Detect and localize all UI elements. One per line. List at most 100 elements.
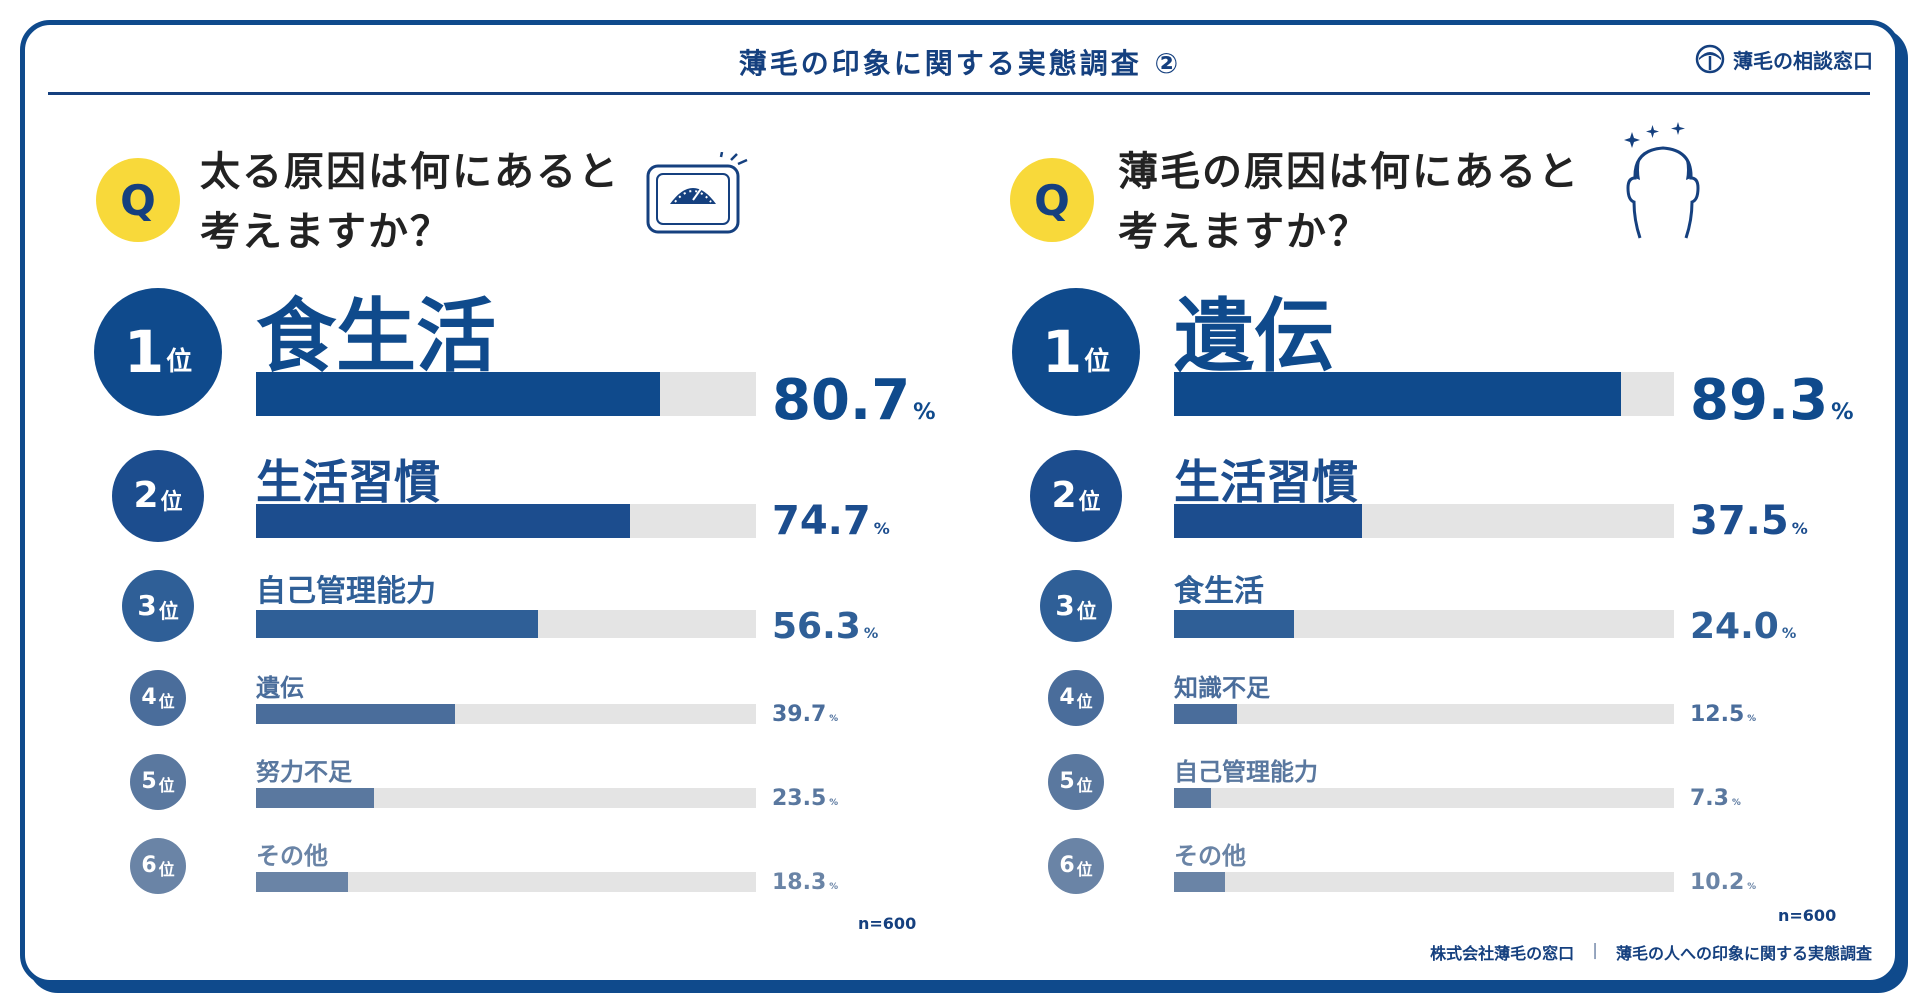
value-label: 24.0% xyxy=(1690,606,1796,647)
question-line-2: 考えますか？ xyxy=(1118,209,1370,255)
value-unit: % xyxy=(829,798,839,808)
category-label: 遺伝 xyxy=(1174,290,1334,383)
bar xyxy=(1174,610,1294,638)
bar-track xyxy=(1174,372,1674,416)
value-number: 74.7 xyxy=(772,498,871,544)
value-label: 80.7% xyxy=(772,368,936,433)
rank-suffix: 位 xyxy=(158,599,179,623)
value-label: 7.3% xyxy=(1690,786,1741,811)
question-text: 太る原因は何にあると 考えますか？ xyxy=(200,142,620,262)
rank-suffix: 位 xyxy=(1076,776,1093,795)
bar xyxy=(256,704,455,724)
category-label: 自己管理能力 xyxy=(256,574,436,609)
value-label: 10.2% xyxy=(1690,870,1756,895)
value-unit: % xyxy=(1747,882,1757,892)
bar-track xyxy=(1174,872,1674,892)
card-frame xyxy=(20,20,1900,985)
value-number: 39.7 xyxy=(772,702,827,727)
value-unit: % xyxy=(913,399,936,425)
rank-number: 4 xyxy=(141,685,157,710)
bar-track xyxy=(256,504,756,538)
rank-number: 4 xyxy=(1059,685,1075,710)
rank-number: 2 xyxy=(133,475,159,516)
rank-number: 3 xyxy=(1055,589,1075,622)
rank-number: 6 xyxy=(1059,853,1075,878)
value-unit: % xyxy=(1791,519,1808,538)
rank-suffix: 位 xyxy=(1076,599,1097,623)
category-label: 食生活 xyxy=(1174,574,1264,609)
bar-track xyxy=(1174,504,1674,538)
bar-track xyxy=(256,610,756,638)
value-number: 10.2 xyxy=(1690,870,1745,895)
rank-number: 5 xyxy=(141,769,157,794)
category-label: 生活習慣 xyxy=(256,455,440,509)
value-number: 24.0 xyxy=(1690,606,1779,647)
brand-logo-icon xyxy=(1695,44,1725,74)
value-label: 18.3% xyxy=(772,870,838,895)
rank-suffix: 位 xyxy=(1078,489,1101,515)
value-label: 89.3% xyxy=(1690,368,1854,433)
value-unit: % xyxy=(873,519,890,538)
value-unit: % xyxy=(1781,626,1797,642)
panel-weight-gain: Q 太る原因は何にあると 考えますか？ 1 位食生活 80.7% 2 位生活習慣 74.7… xyxy=(0,0,936,1005)
question-text: 薄毛の原因は何にあると 考えますか？ xyxy=(1118,142,1580,262)
panel-thinning-hair: Q 薄毛の原因は何にあると 考えますか？ 1 位遺伝 89.3% 2 位生活習慣 37.5… xyxy=(918,0,1854,1005)
bar-track xyxy=(256,704,756,724)
question-badge: Q xyxy=(1010,158,1094,242)
rank-number: 6 xyxy=(141,853,157,878)
rank-suffix: 位 xyxy=(158,692,175,711)
value-label: 12.5% xyxy=(1690,702,1756,727)
value-label: 39.7% xyxy=(772,702,838,727)
bar xyxy=(256,372,660,416)
question-badge: Q xyxy=(96,158,180,242)
value-number: 80.7 xyxy=(772,368,911,433)
bar xyxy=(256,610,538,638)
footer: 株式会社薄毛の窓口 | 薄毛の人への印象に関する実態調査 xyxy=(1430,940,1872,964)
rank-number: 1 xyxy=(1041,318,1083,386)
value-unit: % xyxy=(863,626,879,642)
page-title: 薄毛の印象に関する実態調査 ② xyxy=(738,47,1182,80)
bar xyxy=(1174,872,1225,892)
category-label: 生活習慣 xyxy=(1174,455,1358,509)
value-unit: % xyxy=(1831,399,1854,425)
sample-size: n=600 xyxy=(858,914,917,933)
value-unit: % xyxy=(829,882,839,892)
rank-suffix: 位 xyxy=(158,860,175,879)
header-divider xyxy=(48,92,1870,95)
rank-suffix: 位 xyxy=(158,776,175,795)
value-number: 23.5 xyxy=(772,786,827,811)
scale-icon xyxy=(646,152,748,234)
value-number: 7.3 xyxy=(1690,786,1729,811)
value-label: 74.7% xyxy=(772,498,890,544)
rank-suffix: 位 xyxy=(1076,860,1093,879)
value-number: 56.3 xyxy=(772,606,861,647)
rank-number: 1 xyxy=(123,318,165,386)
footer-survey: 薄毛の人への印象に関する実態調査 xyxy=(1615,944,1872,963)
rank-suffix: 位 xyxy=(160,489,183,515)
question-line-1: 薄毛の原因は何にあると xyxy=(1118,149,1580,195)
bar xyxy=(1174,504,1362,538)
value-unit: % xyxy=(1747,714,1757,724)
bar xyxy=(256,788,374,808)
brand: 薄毛の相談窓口 xyxy=(1695,44,1873,74)
category-label: 努力不足 xyxy=(256,758,352,786)
bar xyxy=(256,504,630,538)
rank-suffix: 位 xyxy=(1076,692,1093,711)
value-number: 89.3 xyxy=(1690,368,1829,433)
rank-number: 3 xyxy=(137,589,157,622)
brand-name: 薄毛の相談窓口 xyxy=(1733,48,1873,73)
bar xyxy=(256,872,348,892)
rank-suffix: 位 xyxy=(1084,347,1111,377)
value-label: 23.5% xyxy=(772,786,838,811)
bar xyxy=(1174,704,1237,724)
